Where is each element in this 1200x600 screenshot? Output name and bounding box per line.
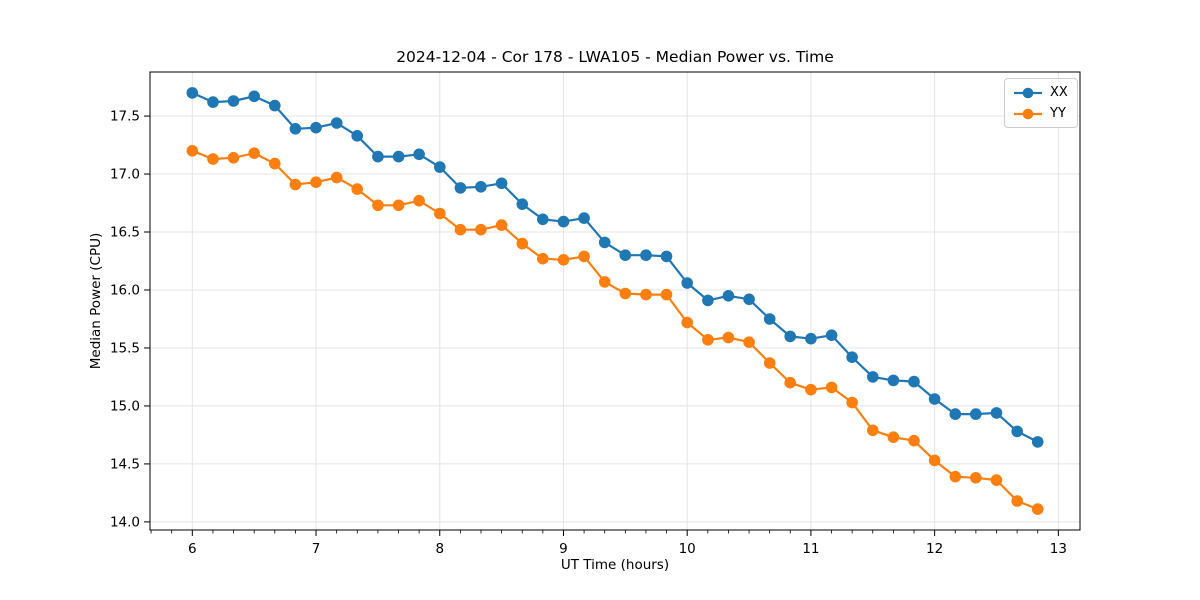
- legend: XX YY: [1004, 78, 1078, 128]
- y-axis-ticks: 14.0 14.5 15.0 15.5 16.0 16.5 17.0 17.5: [110, 109, 150, 530]
- grid: [150, 72, 1080, 530]
- legend-label-xx: XX: [1050, 85, 1068, 100]
- x-tick-label: 8: [435, 541, 444, 557]
- plot-border: [149, 71, 1081, 531]
- y-tick-label: 16.5: [110, 225, 140, 241]
- series-xx-markers: [186, 87, 1044, 448]
- x-axis-ticks: 6 7 8 9 10 11 12 13: [188, 530, 1067, 557]
- y-tick-label: 15.0: [110, 398, 140, 414]
- y-tick-label: 16.0: [110, 282, 140, 298]
- chart-title: 2024-12-04 - Cor 178 - LWA105 - Median P…: [396, 48, 834, 66]
- y-tick-label: 15.5: [110, 340, 140, 356]
- legend-marker-yy-icon: [1014, 108, 1042, 119]
- y-tick-label: 17.0: [110, 167, 140, 183]
- x-minor-ticks: [150, 530, 1039, 534]
- y-tick-label: 14.5: [110, 456, 140, 472]
- legend-entry-xx: XX: [1013, 83, 1068, 102]
- y-tick-label: 17.5: [110, 109, 140, 125]
- y-tick-label: 14.0: [110, 514, 140, 530]
- x-axis-label: UT Time (hours): [560, 557, 670, 573]
- series-yy-line: [191, 149, 1039, 511]
- legend-label-yy: YY: [1050, 106, 1066, 121]
- y-axis-label: Median Power (CPU): [88, 232, 104, 370]
- x-tick-label: 12: [926, 541, 943, 557]
- x-tick-label: 6: [188, 541, 197, 557]
- x-tick-label: 13: [1050, 541, 1067, 557]
- x-tick-label: 9: [559, 541, 568, 557]
- series-yy-markers: [186, 145, 1044, 515]
- x-tick-label: 10: [679, 541, 696, 557]
- legend-marker-xx-icon: [1014, 87, 1042, 98]
- legend-entry-yy: YY: [1013, 104, 1068, 123]
- x-tick-label: 7: [312, 541, 321, 557]
- x-tick-label: 11: [802, 541, 819, 557]
- series-xx-line: [191, 91, 1039, 443]
